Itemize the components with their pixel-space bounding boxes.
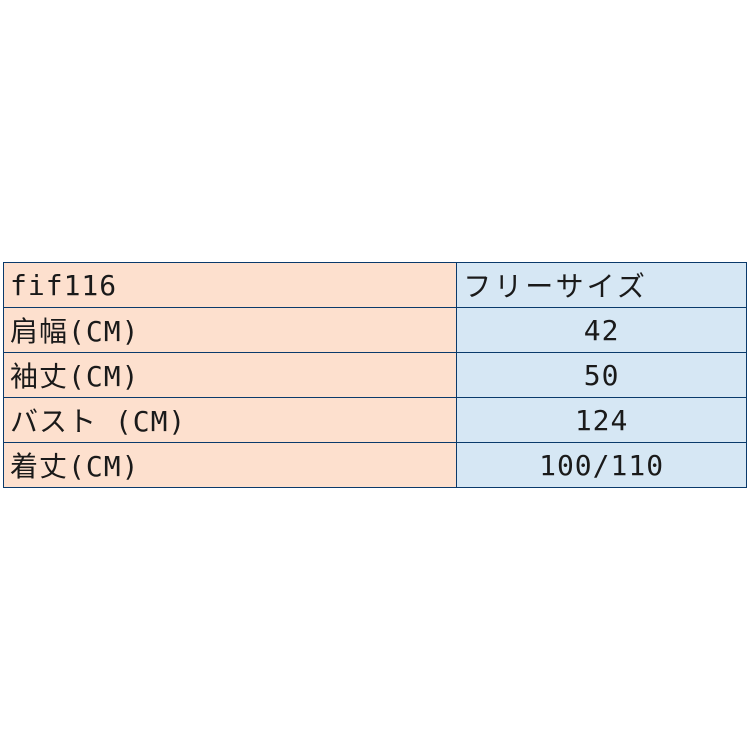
product-code-cell: fif116	[4, 263, 457, 308]
sleeve-length-value: 50	[457, 353, 747, 398]
shoulder-width-label: 肩幅(CM)	[4, 308, 457, 353]
shoulder-width-value: 42	[457, 308, 747, 353]
table-row: 袖丈(CM) 50	[4, 353, 747, 398]
size-header-cell: フリーサイズ	[457, 263, 747, 308]
size-table: fif116 フリーサイズ 肩幅(CM) 42 袖丈(CM) 50 バスト (C…	[3, 262, 747, 488]
sleeve-length-label: 袖丈(CM)	[4, 353, 457, 398]
bust-label: バスト (CM)	[4, 398, 457, 443]
bust-value: 124	[457, 398, 747, 443]
size-table-container: fif116 フリーサイズ 肩幅(CM) 42 袖丈(CM) 50 バスト (C…	[3, 262, 747, 488]
length-label: 着丈(CM)	[4, 443, 457, 488]
table-row: 肩幅(CM) 42	[4, 308, 747, 353]
length-value: 100/110	[457, 443, 747, 488]
table-row: 着丈(CM) 100/110	[4, 443, 747, 488]
table-row: バスト (CM) 124	[4, 398, 747, 443]
table-row: fif116 フリーサイズ	[4, 263, 747, 308]
